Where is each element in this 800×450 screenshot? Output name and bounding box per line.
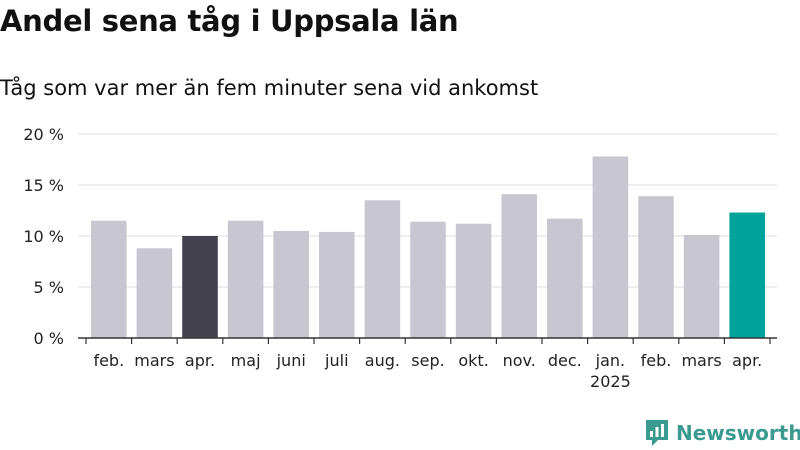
x-axis <box>78 337 777 344</box>
x-tick-label: mars <box>134 351 174 370</box>
bar <box>683 234 720 338</box>
bar <box>455 223 492 338</box>
newsworthy-logo-icon <box>646 420 668 446</box>
x-tick-label: sep. <box>411 351 444 370</box>
bars <box>91 156 765 338</box>
bar <box>501 194 537 338</box>
x-tick-label: jan. <box>595 351 625 370</box>
x-tick-label: apr. <box>185 351 215 370</box>
x-tick-label: juni <box>276 351 306 370</box>
x-tick-label: dec. <box>548 351 582 370</box>
x-tick-label: maj <box>231 351 261 370</box>
bar <box>91 220 127 338</box>
bar <box>638 196 674 338</box>
bar <box>729 212 765 338</box>
chart-subtitle: Tåg som var mer än fem minuter sena vid … <box>0 76 539 100</box>
bar <box>319 231 355 338</box>
brand-logo: Newsworthy <box>644 418 800 448</box>
y-tick-label: 15 % <box>23 176 64 195</box>
y-tick-label: 5 % <box>34 278 64 297</box>
x-tick-label: nov. <box>503 351 536 370</box>
x-tick-label: juli <box>324 351 348 370</box>
y-axis-tick-labels: 0 % 5 % 10 % 15 % 20 % <box>23 125 64 348</box>
bar <box>227 220 264 338</box>
y-tick-label: 20 % <box>23 125 64 144</box>
bar <box>136 248 173 338</box>
x-axis-tick-labels: feb. mars apr. maj juni juli aug. sep. okt. nov. d… <box>93 351 762 391</box>
x-tick-label: feb. <box>641 351 672 370</box>
bar <box>592 156 629 338</box>
x-tick-label: feb. <box>93 351 124 370</box>
y-tick-label: 0 % <box>34 329 64 348</box>
y-tick-label: 10 % <box>23 227 64 246</box>
brand-name: Newsworthy <box>676 421 800 445</box>
x-year-label: 2025 <box>590 372 631 391</box>
bar <box>273 230 309 338</box>
x-tick-label: aug. <box>365 351 400 370</box>
x-tick-label: mars <box>681 351 721 370</box>
bar <box>547 218 583 338</box>
bar <box>182 236 218 338</box>
x-tick-label: okt. <box>458 351 488 370</box>
chart-title: Andel sena tåg i Uppsala län <box>0 4 459 38</box>
bar-chart: 0 % 5 % 10 % 15 % 20 % feb. mars apr. maj juni ju… <box>23 125 777 391</box>
bar <box>410 221 446 338</box>
bar <box>364 200 401 338</box>
x-tick-label: apr. <box>732 351 762 370</box>
